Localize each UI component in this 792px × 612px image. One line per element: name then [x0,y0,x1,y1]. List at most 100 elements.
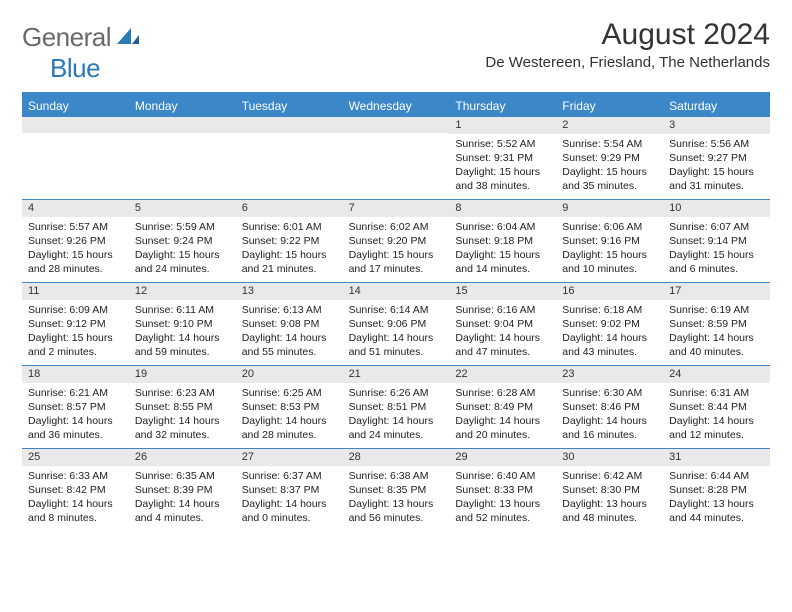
sunset-line: Sunset: 9:26 PM [28,234,123,248]
week-row: 25Sunrise: 6:33 AMSunset: 8:42 PMDayligh… [22,448,770,531]
day-body: Sunrise: 6:18 AMSunset: 9:02 PMDaylight:… [556,300,663,364]
day-number: 27 [236,449,343,466]
day-body: Sunrise: 6:14 AMSunset: 9:06 PMDaylight:… [343,300,450,364]
sunset-line: Sunset: 8:46 PM [562,400,657,414]
daylight-line: Daylight: 14 hours and 8 minutes. [28,497,123,525]
sunrise-line: Sunrise: 6:33 AM [28,469,123,483]
day-cell: 29Sunrise: 6:40 AMSunset: 8:33 PMDayligh… [449,449,556,531]
day-number [129,117,236,133]
day-number: 19 [129,366,236,383]
day-cell: 10Sunrise: 6:07 AMSunset: 9:14 PMDayligh… [663,200,770,282]
day-cell: 3Sunrise: 5:56 AMSunset: 9:27 PMDaylight… [663,117,770,199]
logo-text-blue: Blue [50,53,100,83]
day-number: 31 [663,449,770,466]
day-cell: 19Sunrise: 6:23 AMSunset: 8:55 PMDayligh… [129,366,236,448]
sunset-line: Sunset: 9:27 PM [669,151,764,165]
daylight-line: Daylight: 14 hours and 28 minutes. [242,414,337,442]
calendar-page: General August 2024 De Westereen, Friesl… [0,0,792,549]
sunrise-line: Sunrise: 6:25 AM [242,386,337,400]
sunset-line: Sunset: 8:28 PM [669,483,764,497]
day-body: Sunrise: 6:37 AMSunset: 8:37 PMDaylight:… [236,466,343,530]
daylight-line: Daylight: 13 hours and 48 minutes. [562,497,657,525]
sunrise-line: Sunrise: 6:40 AM [455,469,550,483]
sunset-line: Sunset: 9:02 PM [562,317,657,331]
day-number: 2 [556,117,663,134]
daylight-line: Daylight: 15 hours and 2 minutes. [28,331,123,359]
day-body: Sunrise: 6:19 AMSunset: 8:59 PMDaylight:… [663,300,770,364]
logo-text-general: General [22,22,111,53]
day-body: Sunrise: 5:59 AMSunset: 9:24 PMDaylight:… [129,217,236,281]
day-cell: 6Sunrise: 6:01 AMSunset: 9:22 PMDaylight… [236,200,343,282]
sunrise-line: Sunrise: 6:37 AM [242,469,337,483]
day-header-cell: Thursday [449,95,556,117]
day-cell: 13Sunrise: 6:13 AMSunset: 9:08 PMDayligh… [236,283,343,365]
sunset-line: Sunset: 9:22 PM [242,234,337,248]
day-cell: 1Sunrise: 5:52 AMSunset: 9:31 PMDaylight… [449,117,556,199]
week-row: 4Sunrise: 5:57 AMSunset: 9:26 PMDaylight… [22,199,770,282]
day-number: 3 [663,117,770,134]
daylight-line: Daylight: 13 hours and 56 minutes. [349,497,444,525]
daylight-line: Daylight: 14 hours and 16 minutes. [562,414,657,442]
day-number: 18 [22,366,129,383]
day-body: Sunrise: 6:26 AMSunset: 8:51 PMDaylight:… [343,383,450,447]
day-body: Sunrise: 6:30 AMSunset: 8:46 PMDaylight:… [556,383,663,447]
logo-sail-icon [117,26,139,51]
day-number: 8 [449,200,556,217]
day-body: Sunrise: 6:25 AMSunset: 8:53 PMDaylight:… [236,383,343,447]
sunrise-line: Sunrise: 6:11 AM [135,303,230,317]
sunset-line: Sunset: 9:31 PM [455,151,550,165]
sunrise-line: Sunrise: 6:01 AM [242,220,337,234]
daylight-line: Daylight: 15 hours and 35 minutes. [562,165,657,193]
sunset-line: Sunset: 9:08 PM [242,317,337,331]
sunrise-line: Sunrise: 6:44 AM [669,469,764,483]
day-cell: 27Sunrise: 6:37 AMSunset: 8:37 PMDayligh… [236,449,343,531]
day-header-cell: Tuesday [236,95,343,117]
day-body: Sunrise: 5:54 AMSunset: 9:29 PMDaylight:… [556,134,663,198]
sunrise-line: Sunrise: 6:14 AM [349,303,444,317]
day-number: 10 [663,200,770,217]
sunrise-line: Sunrise: 5:59 AM [135,220,230,234]
sunrise-line: Sunrise: 5:56 AM [669,137,764,151]
day-cell: 11Sunrise: 6:09 AMSunset: 9:12 PMDayligh… [22,283,129,365]
day-cell: 22Sunrise: 6:28 AMSunset: 8:49 PMDayligh… [449,366,556,448]
day-cell: 23Sunrise: 6:30 AMSunset: 8:46 PMDayligh… [556,366,663,448]
day-body: Sunrise: 6:02 AMSunset: 9:20 PMDaylight:… [343,217,450,281]
day-cell: 2Sunrise: 5:54 AMSunset: 9:29 PMDaylight… [556,117,663,199]
day-body: Sunrise: 6:42 AMSunset: 8:30 PMDaylight:… [556,466,663,530]
day-body: Sunrise: 6:07 AMSunset: 9:14 PMDaylight:… [663,217,770,281]
day-number: 30 [556,449,663,466]
sunset-line: Sunset: 9:10 PM [135,317,230,331]
daylight-line: Daylight: 14 hours and 59 minutes. [135,331,230,359]
daylight-line: Daylight: 15 hours and 17 minutes. [349,248,444,276]
title-block: August 2024 De Westereen, Friesland, The… [485,18,770,71]
daylight-line: Daylight: 14 hours and 36 minutes. [28,414,123,442]
daylight-line: Daylight: 15 hours and 21 minutes. [242,248,337,276]
day-cell: 24Sunrise: 6:31 AMSunset: 8:44 PMDayligh… [663,366,770,448]
day-cell: 26Sunrise: 6:35 AMSunset: 8:39 PMDayligh… [129,449,236,531]
daylight-line: Daylight: 15 hours and 28 minutes. [28,248,123,276]
daylight-line: Daylight: 13 hours and 44 minutes. [669,497,764,525]
empty-cell [22,117,129,199]
day-header-cell: Wednesday [343,95,450,117]
sunset-line: Sunset: 9:16 PM [562,234,657,248]
day-header-row: SundayMondayTuesdayWednesdayThursdayFrid… [22,95,770,117]
daylight-line: Daylight: 14 hours and 47 minutes. [455,331,550,359]
day-body: Sunrise: 6:01 AMSunset: 9:22 PMDaylight:… [236,217,343,281]
day-cell: 28Sunrise: 6:38 AMSunset: 8:35 PMDayligh… [343,449,450,531]
day-number [236,117,343,133]
sunset-line: Sunset: 8:30 PM [562,483,657,497]
weeks-container: 1Sunrise: 5:52 AMSunset: 9:31 PMDaylight… [22,117,770,531]
day-body: Sunrise: 5:56 AMSunset: 9:27 PMDaylight:… [663,134,770,198]
empty-cell [129,117,236,199]
sunrise-line: Sunrise: 6:18 AM [562,303,657,317]
sunset-line: Sunset: 9:14 PM [669,234,764,248]
day-number: 23 [556,366,663,383]
sunrise-line: Sunrise: 6:21 AM [28,386,123,400]
sunrise-line: Sunrise: 6:16 AM [455,303,550,317]
daylight-line: Daylight: 14 hours and 4 minutes. [135,497,230,525]
day-cell: 21Sunrise: 6:26 AMSunset: 8:51 PMDayligh… [343,366,450,448]
sunset-line: Sunset: 9:29 PM [562,151,657,165]
sunset-line: Sunset: 8:57 PM [28,400,123,414]
sunset-line: Sunset: 9:12 PM [28,317,123,331]
day-cell: 20Sunrise: 6:25 AMSunset: 8:53 PMDayligh… [236,366,343,448]
